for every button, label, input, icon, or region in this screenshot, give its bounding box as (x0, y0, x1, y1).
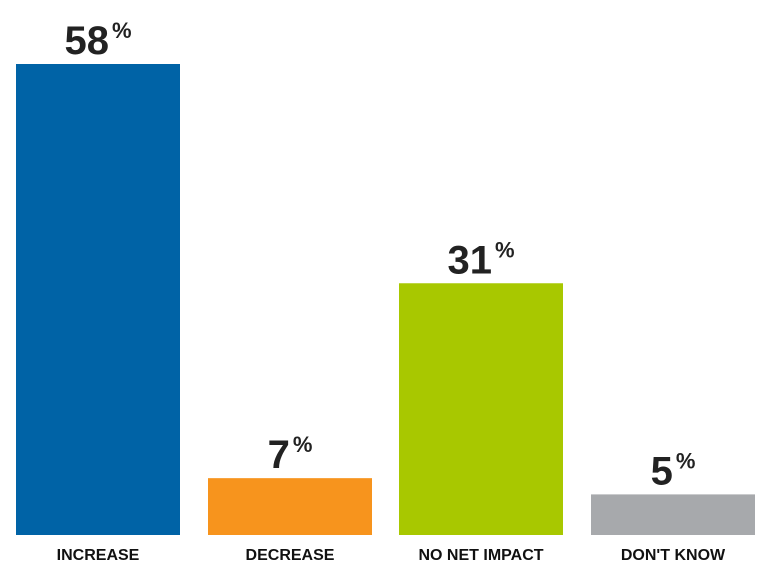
value-labels: 58 % 7 % 31 % 5% (64, 18, 695, 493)
bar-decrease (208, 478, 372, 535)
category-label-don-t-know: DON'T KNOW (621, 547, 726, 564)
category-label-no-net-impact: NO NET IMPACT (418, 547, 543, 564)
value-label-increase: 58% (64, 18, 131, 63)
category-label-decrease: DECREASE (246, 547, 335, 564)
value-label-decrease: 7% (268, 432, 313, 477)
category-labels: INCREASE DECREASE NO NET IMPACT DON'T KNOW (57, 547, 726, 564)
value-label-don-t-know: 5% (651, 448, 696, 493)
value-label-no-net-impact: 31% (447, 237, 514, 282)
bar-don-t-know (591, 494, 755, 535)
bar-no-net-impact (399, 283, 563, 535)
bars (16, 64, 755, 535)
category-label-increase: INCREASE (57, 547, 140, 564)
bar-increase (16, 64, 180, 535)
